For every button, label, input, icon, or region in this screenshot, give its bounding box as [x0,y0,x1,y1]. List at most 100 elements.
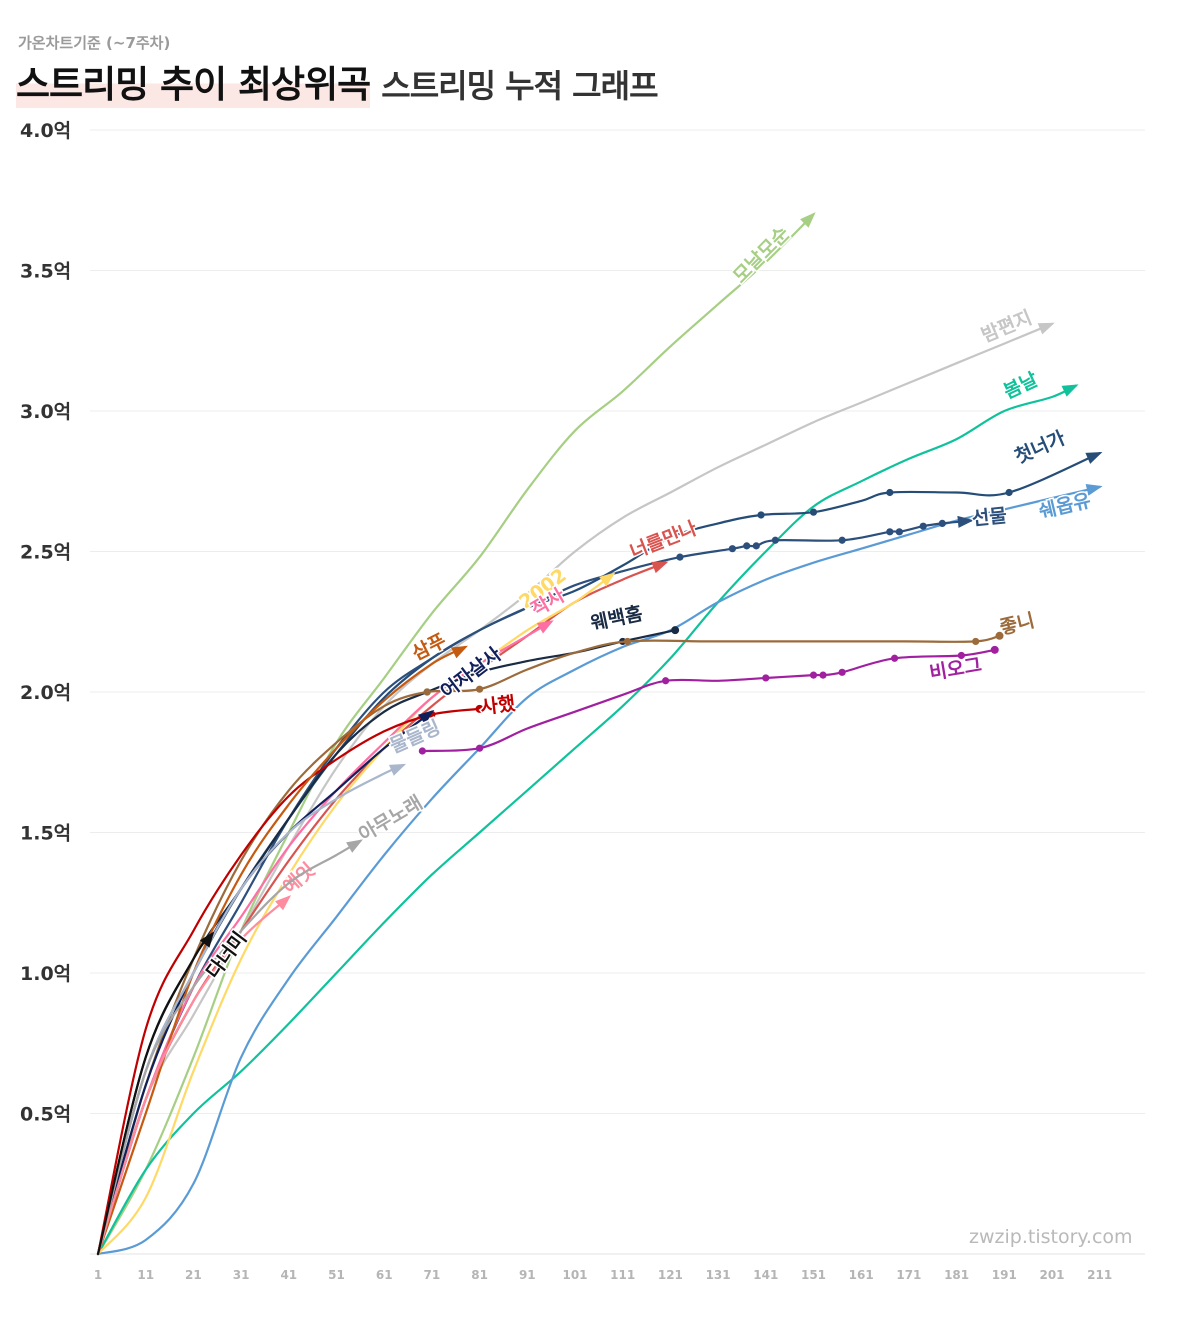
series-end-dot [990,645,999,654]
x-tick-label: 161 [849,1268,874,1282]
series-label: 첫너가 [1012,427,1069,468]
x-tick-label: 71 [424,1268,441,1282]
y-tick-label: 3.5억 [20,261,71,283]
series-marker [476,744,484,752]
series-line [96,707,481,1256]
series-label: 좋니 [998,610,1037,639]
series-label: 봄날 [1000,368,1041,403]
chart-title-sub: 스트리밍 누적 그래프 [381,67,658,105]
series-label: 비오그 [928,654,983,684]
series-marker [418,747,426,755]
series-end-dot [475,704,484,713]
y-tick-label: 4.0억 [20,120,71,142]
chart-title-block: 스트리밍 추이 최상위곡 스트리밍 누적 그래프 [16,54,659,108]
series-marker [771,536,779,544]
series-label: 웨백홈 [589,601,645,634]
series-marker [890,654,899,662]
series-end-dot [995,631,1004,640]
watermark: zwzip.tistory.com [969,1226,1133,1248]
series-marker [886,528,894,536]
chart-subtitle: 가온차트기준 (~7주차) [18,34,171,52]
series-marker [819,671,827,679]
series-line [96,645,467,1256]
series-arrow [536,620,554,634]
x-tick-label: 131 [706,1268,731,1282]
series-arrow [1085,451,1103,464]
series-marker [972,637,980,646]
x-tick-label: 171 [896,1268,921,1282]
y-tick-label: 1.5억 [20,823,71,845]
x-tick-label: 81 [471,1268,488,1282]
series-arrow [1037,322,1055,335]
series-marker [1005,488,1013,497]
y-tick-label: 3.0억 [20,401,71,423]
series-marker [476,668,484,676]
series-arrow [1061,384,1079,397]
x-tick-label: 191 [992,1268,1017,1282]
series-marker [886,488,894,497]
series-line [96,932,214,1256]
x-tick-label: 41 [280,1268,297,1282]
x-tick-label: 141 [753,1268,778,1282]
series-label: 사했 [479,693,517,719]
series-arrow [599,572,616,587]
series-marker [752,542,760,550]
series-arrow [800,212,816,228]
y-tick-label: 1.0억 [20,963,71,985]
series-marker [762,674,770,682]
x-tick-label: 201 [1039,1268,1064,1282]
x-tick-label: 51 [328,1268,345,1282]
y-tick-label: 2.0억 [20,682,71,704]
series-marker [957,651,965,660]
series-marker [919,522,927,530]
series-arrow [450,645,468,659]
series-line [96,629,677,1256]
series-marker [676,553,684,561]
y-tick-label: 2.5억 [20,542,71,564]
chart-title: 스트리밍 추이 최상위곡 [16,54,371,108]
series-line [96,896,290,1256]
series-marker [423,688,431,696]
series-marker [838,668,846,676]
series-line [96,322,1054,1256]
series-line [96,710,433,1256]
series-label: 모날모순 [729,223,794,288]
x-tick-label: 181 [944,1268,969,1282]
series-arrow [346,839,363,853]
series-marker [662,677,670,685]
series-arrow [388,763,407,776]
series-marker [623,637,632,646]
x-tick-label: 1 [94,1268,102,1282]
series-marker [743,542,751,550]
series-marker [809,508,818,516]
series-arrow [957,515,974,528]
x-tick-label: 31 [233,1268,250,1282]
series-end-dot [671,626,680,635]
x-tick-label: 91 [519,1268,536,1282]
series-label: 밤편지 [978,307,1035,347]
x-tick-label: 121 [658,1268,683,1282]
series-line [96,839,362,1256]
series-line [96,452,1101,1256]
x-tick-label: 61 [376,1268,393,1282]
series-line [96,572,615,1256]
series-label: 쉐옵유 [1037,490,1093,523]
series-marker [809,671,818,679]
series-line [96,213,815,1256]
series-marker [728,545,737,553]
series-line [96,485,1101,1256]
series-arrow [1085,484,1103,496]
series-arrow [417,709,435,725]
x-tick-label: 101 [562,1268,587,1282]
x-tick-label: 111 [610,1268,635,1282]
x-tick-label: 151 [801,1268,826,1282]
series-line [96,620,553,1256]
series-label: 선물 [971,505,1008,530]
series-line [96,384,1077,1256]
x-tick-label: 11 [137,1268,154,1282]
series-arrow [199,931,215,948]
series-line [96,764,405,1256]
series-marker [838,536,846,544]
series-arrow [651,561,669,574]
